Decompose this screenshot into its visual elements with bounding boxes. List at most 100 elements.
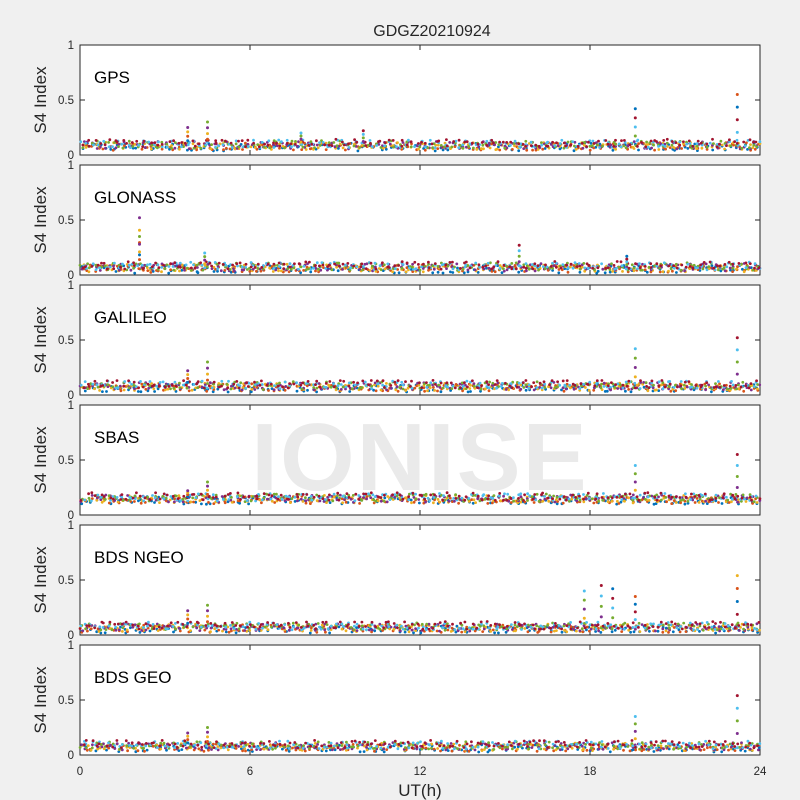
- data-point: [684, 265, 688, 269]
- data-point: [372, 388, 375, 392]
- data-point: [395, 145, 398, 149]
- data-point: [139, 390, 143, 394]
- data-point: [461, 143, 465, 147]
- data-point: [448, 141, 452, 144]
- data-point: [230, 384, 233, 388]
- data-point: [748, 493, 752, 497]
- data-point: [217, 628, 221, 632]
- data-point: [146, 389, 150, 393]
- data-point: [205, 386, 209, 390]
- data-point: [276, 497, 280, 501]
- data-point: [569, 265, 572, 269]
- data-point: [140, 629, 144, 632]
- data-point: [408, 266, 411, 270]
- data-point: [162, 497, 166, 500]
- data-point: [553, 500, 557, 504]
- data-point: [566, 270, 570, 274]
- data-point: [487, 141, 491, 145]
- data-point: [585, 497, 588, 500]
- data-point: [687, 380, 691, 383]
- data-point: [338, 264, 341, 268]
- data-point: [524, 388, 528, 392]
- data-point: [318, 141, 321, 145]
- data-point: [479, 389, 482, 393]
- data-point: [657, 380, 661, 384]
- data-point: [555, 502, 559, 506]
- data-point: [182, 502, 186, 506]
- data-point: [151, 265, 154, 269]
- data-point: [133, 264, 136, 267]
- data-point: [87, 385, 91, 388]
- data-point: [632, 269, 636, 273]
- data-point: [523, 627, 527, 630]
- spike-point: [299, 137, 303, 141]
- data-point: [674, 495, 678, 499]
- data-point: [313, 146, 316, 150]
- data-point: [698, 497, 702, 501]
- data-point: [155, 384, 159, 388]
- data-point: [240, 139, 244, 143]
- data-point: [492, 265, 496, 269]
- data-point: [729, 268, 732, 272]
- data-point: [158, 497, 162, 501]
- spike-point: [206, 488, 209, 492]
- data-point: [217, 382, 221, 385]
- y-tick-label: 0: [68, 390, 74, 402]
- data-point: [346, 262, 350, 265]
- data-point: [479, 387, 483, 391]
- data-point: [630, 263, 634, 267]
- data-point: [122, 384, 126, 388]
- data-point: [425, 385, 429, 389]
- data-point: [466, 385, 469, 389]
- data-point: [504, 388, 508, 391]
- data-point: [649, 139, 653, 143]
- data-point: [695, 142, 699, 146]
- data-point: [578, 629, 582, 633]
- data-point: [651, 389, 655, 393]
- data-point: [537, 499, 541, 503]
- data-point: [198, 499, 202, 502]
- data-point: [670, 502, 674, 505]
- data-point: [632, 140, 636, 144]
- data-point: [100, 265, 104, 269]
- data-point: [715, 145, 719, 149]
- data-point: [177, 141, 181, 145]
- data-point: [140, 263, 144, 267]
- data-point: [304, 148, 308, 151]
- data-point: [174, 494, 178, 498]
- data-point: [119, 389, 123, 393]
- spike-point: [206, 378, 209, 382]
- data-point: [157, 266, 161, 269]
- data-point: [360, 262, 364, 266]
- data-point: [475, 148, 479, 151]
- data-point: [115, 496, 119, 499]
- data-point: [304, 496, 307, 500]
- data-point: [670, 143, 674, 147]
- data-point: [722, 388, 725, 391]
- data-point: [601, 267, 605, 271]
- data-point: [644, 381, 648, 385]
- data-point: [148, 629, 152, 633]
- data-point: [160, 270, 163, 274]
- data-point: [370, 384, 374, 388]
- spike-point: [633, 356, 637, 360]
- data-point: [621, 386, 625, 390]
- data-point: [591, 266, 594, 270]
- data-point: [117, 142, 121, 146]
- data-point: [144, 628, 148, 632]
- data-point: [683, 502, 687, 506]
- data-point: [410, 628, 414, 632]
- data-point: [684, 630, 688, 633]
- data-point: [343, 498, 346, 501]
- data-point: [478, 381, 482, 385]
- data-point: [398, 386, 402, 389]
- data-point: [274, 496, 278, 500]
- data-point: [533, 269, 537, 273]
- data-point: [89, 382, 93, 385]
- data-point: [272, 141, 275, 145]
- data-point: [426, 146, 430, 150]
- data-point: [95, 147, 99, 150]
- data-point: [682, 140, 685, 144]
- data-point: [587, 140, 590, 144]
- data-point: [285, 141, 289, 145]
